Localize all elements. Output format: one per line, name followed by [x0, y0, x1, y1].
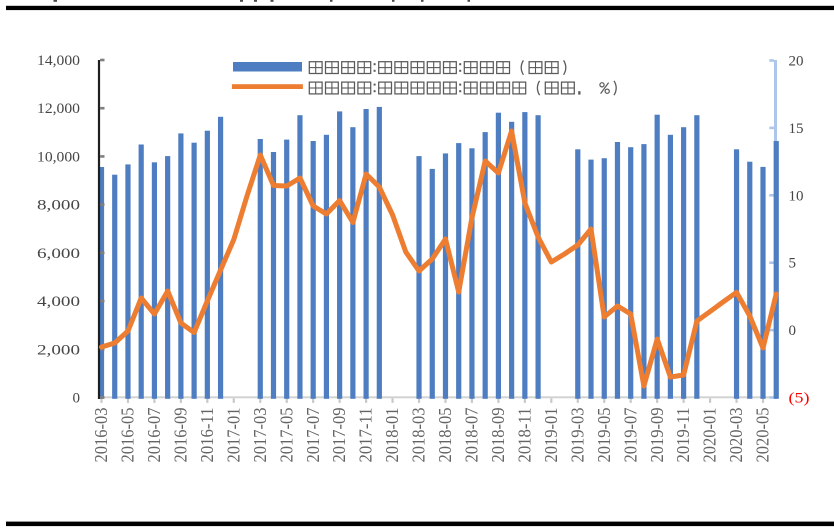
svg-text:2018-01: 2018-01	[382, 408, 402, 463]
svg-text:2019-05: 2019-05	[594, 407, 614, 462]
svg-text:2020-05: 2020-05	[753, 407, 773, 462]
svg-text:0: 0	[73, 391, 81, 407]
svg-text:2,000: 2,000	[37, 342, 80, 358]
svg-text:2016-03: 2016-03	[91, 407, 111, 462]
svg-text:2019-07: 2019-07	[620, 407, 640, 462]
svg-text:2020-03: 2020-03	[726, 407, 746, 462]
svg-text:2017-05: 2017-05	[276, 407, 296, 462]
svg-text:2017-09: 2017-09	[329, 407, 349, 462]
svg-text:6,000: 6,000	[37, 246, 80, 262]
svg-text:5: 5	[789, 256, 797, 272]
svg-text:15: 15	[789, 121, 804, 137]
svg-text:2018-05: 2018-05	[435, 407, 455, 462]
svg-text:20: 20	[789, 54, 804, 70]
svg-text:2018-11: 2018-11	[515, 408, 535, 463]
svg-text:10,000: 10,000	[37, 149, 80, 165]
svg-text:2018-03: 2018-03	[409, 407, 429, 462]
svg-text:2019-09: 2019-09	[647, 407, 667, 462]
svg-text:2018-09: 2018-09	[488, 407, 508, 462]
svg-text:2019-11: 2019-11	[673, 408, 693, 463]
svg-text:2017-03: 2017-03	[250, 407, 270, 462]
svg-text:14,000: 14,000	[37, 53, 80, 69]
svg-text:2016-05: 2016-05	[118, 407, 138, 462]
svg-text:2016-11: 2016-11	[197, 408, 217, 463]
svg-text:8,000: 8,000	[37, 198, 80, 214]
svg-text:4,000: 4,000	[37, 294, 80, 310]
svg-text:(5): (5)	[789, 391, 810, 407]
svg-text:2016-09: 2016-09	[171, 407, 191, 462]
svg-text:2017-01: 2017-01	[223, 408, 243, 463]
svg-text:2017-11: 2017-11	[356, 408, 376, 463]
svg-text:2019-01: 2019-01	[541, 408, 561, 463]
svg-text:2019-03: 2019-03	[567, 407, 587, 462]
svg-text:12,000: 12,000	[37, 101, 80, 117]
svg-text:10: 10	[789, 188, 804, 204]
svg-text:2017-07: 2017-07	[303, 407, 323, 462]
svg-text:2020-01: 2020-01	[700, 408, 720, 463]
svg-text:2018-07: 2018-07	[462, 407, 482, 462]
svg-text:2016-07: 2016-07	[144, 407, 164, 462]
svg-text:0: 0	[789, 323, 797, 339]
